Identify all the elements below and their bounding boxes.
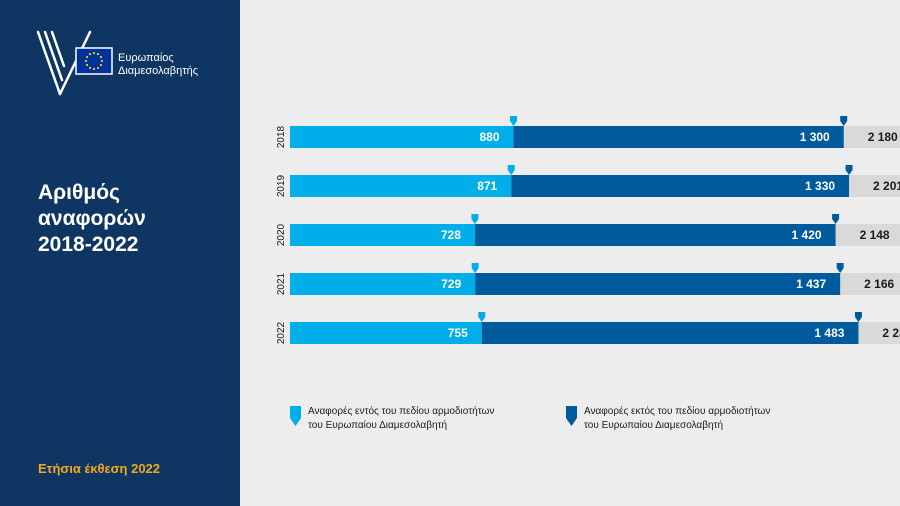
marker-within-icon: [510, 116, 518, 126]
value-label-outside: 1 330: [805, 179, 835, 193]
eu-star-icon: [99, 55, 103, 59]
marker-outside-icon: [854, 312, 862, 322]
year-label: 2020: [276, 223, 287, 246]
eu-star-icon: [92, 67, 96, 71]
year-label: 2021: [276, 272, 287, 295]
legend: Αναφορές εντός του πεδίου αρμοδιοτήτων το…: [290, 405, 770, 431]
value-label-within: 871: [477, 179, 497, 193]
bar-outside-scope: [475, 273, 841, 295]
value-label-total: 2 238: [882, 326, 900, 340]
bar-within-scope: [290, 322, 482, 344]
bar-outside-scope: [513, 126, 844, 148]
bar-within-scope: [290, 273, 476, 295]
bar-within-scope: [290, 126, 514, 148]
eu-star-icon: [85, 63, 89, 67]
bar-outside-scope: [511, 175, 850, 197]
eu-star-icon: [96, 66, 100, 70]
year-label: 2018: [276, 125, 287, 148]
legend-outside-icon: [566, 406, 577, 426]
sidebar: Ευρωπαίος Διαμεσολαβητής Αριθμός αναφορώ…: [0, 0, 240, 506]
marker-outside-icon: [836, 263, 844, 273]
legend-label-line2: του Ευρωπαίου Διαμεσολαβητή: [308, 419, 447, 431]
eu-star-icon: [85, 55, 89, 59]
legend-label-line2: του Ευρωπαίου Διαμεσολαβητή: [584, 419, 723, 431]
eu-star-icon: [92, 51, 96, 55]
marker-outside-icon: [832, 214, 840, 224]
value-label-total: 2 201: [873, 179, 900, 193]
total-pill: [838, 175, 900, 197]
year-label: 2022: [276, 321, 287, 344]
eu-star-icon: [88, 66, 92, 70]
marker-within-icon: [507, 165, 515, 175]
report-footer: Ετήσια έκθεση 2022: [38, 461, 161, 476]
value-label-total: 2 166: [864, 277, 894, 291]
total-pill: [832, 126, 900, 148]
legend-label-line1: Αναφορές εντός του πεδίου αρμοδιοτήτων: [308, 405, 494, 417]
eu-star-icon: [100, 59, 104, 63]
marker-outside-icon: [845, 165, 853, 175]
value-label-outside: 1 420: [792, 228, 822, 242]
logo-text: Ευρωπαίος Διαμεσολαβητής: [118, 52, 198, 78]
value-label-outside: 1 437: [796, 277, 826, 291]
eu-star-icon: [84, 59, 88, 63]
bars-layer: 2018 880 1 300 2 180 2019 871 1 330 2 201 2020 72…: [276, 116, 900, 344]
value-label-total: 2 180: [868, 130, 898, 144]
marker-within-icon: [471, 214, 479, 224]
bar-outside-scope: [474, 224, 836, 246]
logo-line-2: Διαμεσολαβητής: [118, 65, 198, 77]
legend-label-line1: Αναφορές εκτός του πεδίου αρμοδιοτήτων: [584, 405, 770, 417]
bar-within-scope: [290, 224, 475, 246]
marker-within-icon: [478, 312, 486, 322]
marker-outside-icon: [840, 116, 848, 126]
value-label-within: 880: [479, 130, 499, 144]
year-label: 2019: [276, 174, 287, 197]
petitions-bar-chart: 2018 880 1 300 2 180 2019 871 1 330 2 201 2020 72…: [276, 116, 900, 431]
value-label-within: 729: [441, 277, 461, 291]
value-label-total: 2 148: [860, 228, 890, 242]
bar-within-scope: [290, 175, 512, 197]
legend-within-icon: [290, 406, 301, 426]
value-label-outside: 1 300: [800, 130, 830, 144]
eu-star-icon: [88, 52, 92, 56]
total-pill: [847, 322, 900, 344]
marker-within-icon: [471, 263, 479, 273]
chart-title: Αριθμός αναφορών 2018-2022: [38, 181, 146, 256]
european-ombudsman-logo: [36, 30, 113, 96]
total-pill: [824, 224, 900, 246]
value-label-outside: 1 483: [814, 326, 844, 340]
eu-star-icon: [96, 52, 100, 56]
value-label-within: 728: [441, 228, 461, 242]
value-label-within: 755: [448, 326, 468, 340]
bar-outside-scope: [481, 322, 859, 344]
total-pill: [829, 273, 900, 295]
logo-line-1: Ευρωπαίος: [118, 52, 174, 64]
eu-star-icon: [99, 63, 103, 67]
